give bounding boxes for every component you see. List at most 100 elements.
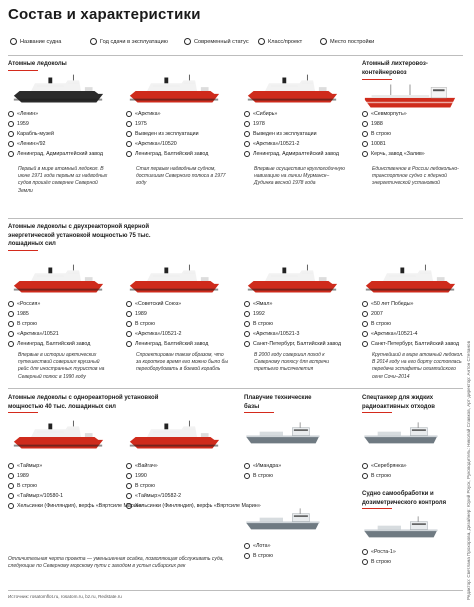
status-icon: [244, 553, 250, 559]
status-icon: [362, 131, 368, 137]
ship-image-arktika: [126, 72, 222, 108]
detail-row: Санкт-Петербург, Балтийский завод: [244, 340, 341, 348]
ship-note: Первый в мире атомный ледокол. В июне 19…: [18, 166, 108, 194]
detail-text: «Ленин»: [17, 111, 39, 117]
ship-image-rossiya: [10, 262, 106, 298]
legend-label: Название судна: [20, 38, 62, 45]
detail-row: «Арктика»/10521-2: [244, 140, 299, 148]
detail-text: 1990: [135, 473, 147, 479]
location-icon: [8, 341, 14, 347]
status-icon: [8, 321, 14, 327]
legend-item-place: Место постройки: [320, 38, 374, 45]
detail-text: «50 лет Победы»: [371, 301, 414, 307]
location-icon: [362, 341, 368, 347]
calendar-icon: [8, 473, 14, 479]
legend-item-year: Год сдачи в эксплуатацию: [90, 38, 168, 45]
legend-label: Место постройки: [330, 38, 375, 45]
class-icon: [244, 331, 250, 337]
ship-note: Стал первым надводным судном, достигшим …: [136, 166, 226, 187]
detail-row: В строю: [8, 320, 37, 328]
calendar-icon: [126, 121, 132, 127]
ship-image-serebryanka: [362, 420, 440, 448]
detail-row: Выведен из эксплуатации: [126, 130, 199, 138]
detail-text: «Арктика»: [135, 111, 161, 117]
divider: [8, 218, 463, 219]
detail-row: Керчь, завод «Залив»: [362, 150, 425, 158]
detail-row: Ленинград, Балтийский завод: [8, 340, 90, 348]
info-icon: [126, 111, 132, 117]
detail-text: «Таймыр»/10580-1: [17, 493, 64, 499]
calendar-icon: [90, 38, 97, 45]
section-rule: [244, 412, 274, 414]
location-icon: [126, 341, 132, 347]
side-credits: Редактор: Светлана Прохорова, Дизайнер: …: [466, 340, 471, 600]
status-icon: [126, 483, 132, 489]
info-icon: [362, 301, 368, 307]
detail-text: «Арктика»/10521-3: [253, 331, 300, 337]
legend-label: Год сдачи в эксплуатацию: [100, 38, 168, 45]
ship-note: Спроектирован таким образом, что за коро…: [136, 352, 229, 373]
section-title-atomic: Атомные ледоколы: [8, 61, 67, 67]
info-icon: [126, 463, 132, 469]
page-title: Состав и характеристики: [8, 6, 201, 23]
detail-text: В строю: [253, 553, 273, 559]
detail-text: Ленинград, Балтийский завод: [135, 341, 209, 347]
detail-text: 1978: [253, 121, 265, 127]
detail-text: В строю: [17, 321, 37, 327]
legend: Название судна Год сдачи в эксплуатацию …: [8, 38, 448, 52]
calendar-icon: [8, 311, 14, 317]
ship-image-lenin: [10, 72, 106, 108]
detail-row: Хельсинки (Финляндия), верфь «Вяртсиле М…: [8, 502, 143, 510]
detail-row: «Советский Союз»: [126, 300, 181, 308]
detail-text: Хельсинки (Финляндия), верфь «Вяртсиле М…: [135, 503, 261, 509]
detail-row: 1989: [126, 310, 147, 318]
detail-row: 1990: [126, 472, 147, 480]
detail-row: В строю: [244, 552, 273, 560]
detail-row: «Таймыр»: [8, 462, 42, 470]
detail-text: 1959: [17, 121, 29, 127]
ship-note: Впервые в истории арктических путешестви…: [18, 352, 105, 380]
divider: [8, 590, 463, 591]
section-title-lighter: Атомный лихтеровоз-контейнеровоз: [362, 61, 428, 76]
section-rule: [362, 412, 392, 414]
section-title-bases: Плавучие технические базы: [244, 395, 312, 410]
detail-text: «Советский Союз»: [135, 301, 182, 307]
ship-note: Крупнейший в мире атомный ледокол. В 201…: [372, 352, 464, 380]
detail-row: В строю: [244, 472, 273, 480]
info-icon: [362, 463, 368, 469]
detail-row: 1992: [244, 310, 265, 318]
detail-row: «Арктика»/10521-2: [126, 330, 181, 338]
detail-text: В строю: [371, 473, 391, 479]
section-rule: [362, 79, 392, 81]
detail-row: 1975: [126, 120, 147, 128]
calendar-icon: [126, 311, 132, 317]
detail-text: «Сибирь»: [253, 111, 278, 117]
detail-row: «Лота»: [244, 542, 271, 550]
detail-row: 1978: [244, 120, 265, 128]
class-icon: [244, 141, 250, 147]
detail-text: Выведен из эксплуатации: [135, 131, 199, 137]
ship-note: Единственное в России ледокольно-транспо…: [372, 166, 459, 187]
detail-text: 1992: [253, 311, 265, 317]
detail-text: «Арктика»/10521: [17, 331, 59, 337]
detail-row: «Роста-1»: [362, 548, 396, 556]
legend-label: Современный статус: [194, 38, 249, 45]
detail-row: «Ленин»/92: [8, 140, 46, 148]
detail-text: «Ямал»: [253, 301, 273, 307]
info-icon: [8, 463, 14, 469]
detail-row: «Имандра»: [244, 462, 281, 470]
detail-row: «Арктика»/10520: [126, 140, 177, 148]
detail-row: В строю: [362, 558, 391, 566]
detail-text: «Таймыр»: [17, 463, 43, 469]
detail-text: 10081: [371, 141, 386, 147]
calendar-icon: [8, 121, 14, 127]
class-icon: [362, 331, 368, 337]
detail-row: Карабль-музей: [8, 130, 54, 138]
detail-text: «Арктика»/10520: [135, 141, 177, 147]
calendar-icon: [126, 473, 132, 479]
detail-text: Ленинград, Адмиралтейский завод: [17, 151, 103, 157]
detail-text: Ленинград, Адмиралтейский завод: [253, 151, 339, 157]
detail-row: Выведен из эксплуатации: [244, 130, 317, 138]
ship-image-imandra: [244, 420, 322, 448]
status-icon: [126, 131, 132, 137]
